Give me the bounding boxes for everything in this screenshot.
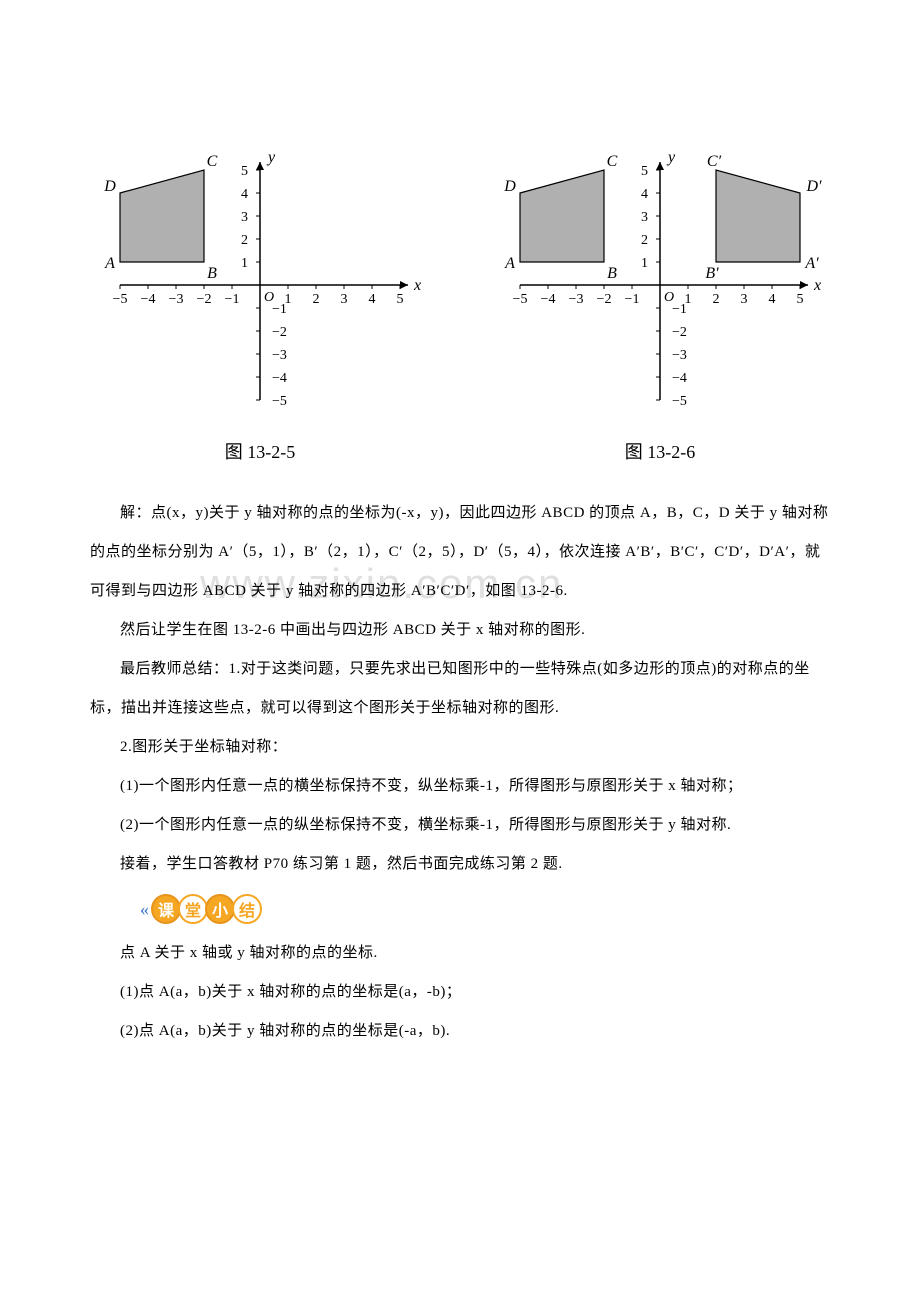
svg-text:x: x bbox=[813, 277, 821, 294]
figures-row: −5−4−3−2−112345−5−4−3−2−112345xyOABCD 图 … bbox=[90, 140, 830, 464]
svg-text:−3: −3 bbox=[272, 348, 287, 363]
svg-text:−3: −3 bbox=[169, 292, 184, 307]
paragraph-4: 2.图形关于坐标轴对称： bbox=[90, 728, 830, 767]
svg-text:A: A bbox=[104, 255, 115, 272]
svg-text:3: 3 bbox=[641, 210, 648, 225]
badge-char-2: 堂 bbox=[178, 894, 208, 924]
svg-text:2: 2 bbox=[641, 233, 648, 248]
svg-text:−3: −3 bbox=[672, 348, 687, 363]
svg-text:−1: −1 bbox=[625, 292, 640, 307]
svg-text:−2: −2 bbox=[672, 325, 687, 340]
svg-text:O: O bbox=[664, 290, 674, 305]
svg-text:−3: −3 bbox=[569, 292, 584, 307]
svg-text:D: D bbox=[103, 178, 116, 195]
svg-text:−1: −1 bbox=[672, 302, 687, 317]
svg-text:A: A bbox=[504, 255, 515, 272]
svg-text:B′: B′ bbox=[705, 265, 719, 282]
svg-text:−5: −5 bbox=[272, 394, 287, 409]
svg-text:−2: −2 bbox=[597, 292, 612, 307]
svg-text:3: 3 bbox=[741, 292, 748, 307]
svg-text:−4: −4 bbox=[672, 371, 687, 386]
svg-text:B: B bbox=[207, 265, 217, 282]
svg-text:D: D bbox=[503, 178, 516, 195]
svg-text:3: 3 bbox=[341, 292, 348, 307]
svg-text:−4: −4 bbox=[141, 292, 156, 307]
svg-text:1: 1 bbox=[641, 256, 648, 271]
figure-left-caption: 图 13-2-5 bbox=[225, 438, 296, 464]
svg-text:−5: −5 bbox=[672, 394, 687, 409]
svg-text:y: y bbox=[666, 149, 676, 166]
svg-text:C′: C′ bbox=[707, 153, 722, 170]
svg-text:−2: −2 bbox=[197, 292, 212, 307]
paragraph-2: 然后让学生在图 13-2-6 中画出与四边形 ABCD 关于 x 轴对称的图形. bbox=[90, 611, 830, 650]
svg-text:A′: A′ bbox=[804, 255, 819, 272]
badge-char-4: 结 bbox=[232, 894, 262, 924]
paragraph-9: (1)点 A(a，b)关于 x 轴对称的点的坐标是(a，-b)； bbox=[90, 973, 830, 1012]
chevron-icon: « bbox=[140, 899, 149, 920]
svg-text:3: 3 bbox=[241, 210, 248, 225]
section-badge: « 课 堂 小 结 bbox=[140, 894, 259, 924]
svg-text:1: 1 bbox=[241, 256, 248, 271]
paragraph-1: 解：点(x，y)关于 y 轴对称的点的坐标为(-x，y)，因此四边形 ABCD … bbox=[90, 494, 830, 611]
paragraph-6: (2)一个图形内任意一点的纵坐标保持不变，横坐标乘-1，所得图形与原图形关于 y… bbox=[90, 806, 830, 845]
svg-text:5: 5 bbox=[797, 292, 804, 307]
badge-char-3: 小 bbox=[205, 894, 235, 924]
svg-text:2: 2 bbox=[313, 292, 320, 307]
paragraph-10: (2)点 A(a，b)关于 y 轴对称的点的坐标是(-a，b). bbox=[90, 1012, 830, 1051]
paragraph-8: 点 A 关于 x 轴或 y 轴对称的点的坐标. bbox=[90, 934, 830, 973]
svg-text:2: 2 bbox=[713, 292, 720, 307]
svg-text:−4: −4 bbox=[541, 292, 556, 307]
svg-text:−5: −5 bbox=[113, 292, 128, 307]
svg-text:2: 2 bbox=[241, 233, 248, 248]
badge-char-1: 课 bbox=[151, 894, 181, 924]
svg-text:5: 5 bbox=[397, 292, 404, 307]
svg-text:−5: −5 bbox=[513, 292, 528, 307]
svg-text:y: y bbox=[266, 149, 276, 166]
svg-text:5: 5 bbox=[241, 164, 248, 179]
svg-text:4: 4 bbox=[769, 292, 776, 307]
svg-text:D′: D′ bbox=[805, 178, 822, 195]
svg-text:−1: −1 bbox=[272, 302, 287, 317]
svg-text:4: 4 bbox=[241, 187, 248, 202]
figure-right-caption: 图 13-2-6 bbox=[625, 438, 696, 464]
svg-text:−4: −4 bbox=[272, 371, 287, 386]
svg-text:O: O bbox=[264, 290, 274, 305]
svg-text:B: B bbox=[607, 265, 617, 282]
figure-left-svg: −5−4−3−2−112345−5−4−3−2−112345xyOABCD bbox=[90, 140, 430, 430]
svg-text:C: C bbox=[207, 153, 218, 170]
svg-text:−2: −2 bbox=[272, 325, 287, 340]
paragraph-7: 接着，学生口答教材 P70 练习第 1 题，然后书面完成练习第 2 题. bbox=[90, 845, 830, 884]
svg-text:4: 4 bbox=[641, 187, 648, 202]
figure-left-wrap: −5−4−3−2−112345−5−4−3−2−112345xyOABCD 图 … bbox=[90, 140, 430, 464]
paragraph-5: (1)一个图形内任意一点的横坐标保持不变，纵坐标乘-1，所得图形与原图形关于 x… bbox=[90, 767, 830, 806]
svg-text:x: x bbox=[413, 277, 421, 294]
paragraph-3: 最后教师总结：1.对于这类问题，只要先求出已知图形中的一些特殊点(如多边形的顶点… bbox=[90, 650, 830, 728]
svg-text:4: 4 bbox=[369, 292, 376, 307]
figure-right-wrap: −5−4−3−2−112345−5−4−3−2−112345xyOABCDB′A… bbox=[490, 140, 830, 464]
svg-text:5: 5 bbox=[641, 164, 648, 179]
svg-text:C: C bbox=[607, 153, 618, 170]
section-header: « 课 堂 小 结 bbox=[140, 894, 830, 924]
svg-text:−1: −1 bbox=[225, 292, 240, 307]
figure-right-svg: −5−4−3−2−112345−5−4−3−2−112345xyOABCDB′A… bbox=[490, 140, 830, 430]
